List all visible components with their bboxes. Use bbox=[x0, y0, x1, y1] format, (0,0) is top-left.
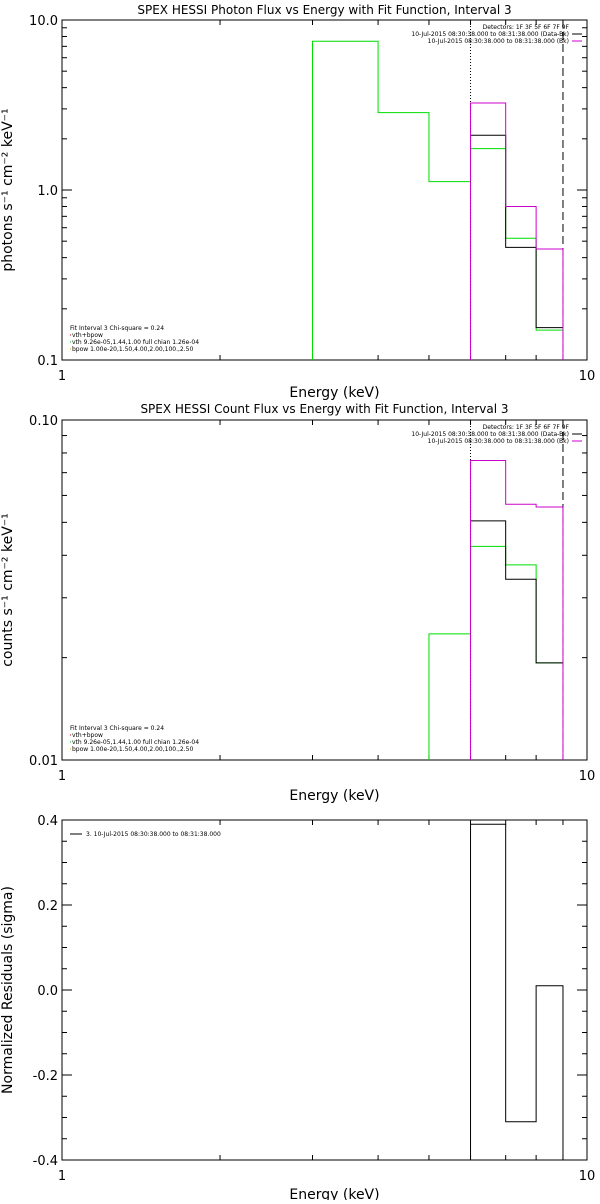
series-histogram-3 bbox=[470, 102, 564, 360]
panel-2: SPEX HESSI Count Flux vs Energy with Fit… bbox=[0, 402, 595, 804]
series-histogram-1 bbox=[428, 545, 563, 760]
y-tick-label: 0.2 bbox=[37, 899, 58, 914]
y-tick-label: 0.01 bbox=[29, 754, 58, 769]
legend-left-entry: 3. 10-Jul-2015 08:30:38.000 to 08:31:38.… bbox=[86, 831, 221, 838]
y-tick-label: 10.0 bbox=[29, 14, 58, 29]
x-axis-label: Energy (keV) bbox=[289, 385, 379, 401]
x-tick-label: 1 bbox=[58, 1169, 66, 1184]
series-histogram-3 bbox=[470, 460, 564, 760]
x-tick-label: 1 bbox=[58, 769, 66, 784]
x-tick-label: 10 bbox=[579, 1169, 596, 1184]
y-tick-label: 0.0 bbox=[37, 984, 58, 999]
chart-title: SPEX HESSI Photon Flux vs Energy with Fi… bbox=[137, 3, 511, 17]
panel-3: 1 10 -0.4 -0.2 0.0 0.2 0.4 Energy (keV) Normaliz… bbox=[0, 814, 596, 1203]
legend-right-entry: Detectors: 1F 3F 5F 6F 7F 9F bbox=[483, 424, 570, 431]
legend-left-entry: Fit Interval 3 Chi-square = 0.24 bbox=[70, 725, 164, 732]
y-tick-label: -0.2 bbox=[33, 1069, 58, 1084]
legend-right-entry: 10-Jul-2015 08:30:38.000 to 08:31:38.000… bbox=[411, 431, 569, 438]
x-axis-label: Energy (keV) bbox=[289, 788, 379, 804]
y-tick-label: 0.4 bbox=[37, 814, 58, 829]
panel-1: SPEX HESSI Photon Flux vs Energy with Fi… bbox=[0, 3, 595, 401]
y-tick-label: 0.10 bbox=[29, 414, 58, 429]
plot-frame bbox=[61, 19, 588, 361]
y-tick-label: 1.0 bbox=[37, 184, 58, 199]
legend-left-entry: vth+bpow bbox=[72, 732, 103, 739]
legend-left-entry: bpow 1.00e-20,1.50,4.00,2.00,100.,2.50 bbox=[72, 346, 193, 353]
y-tick-label: 0.1 bbox=[37, 354, 58, 369]
x-tick-label: 10 bbox=[579, 769, 596, 784]
y-axis-label: photons s⁻¹ cm⁻² keV⁻¹ bbox=[0, 108, 16, 271]
x-tick-label: 10 bbox=[579, 369, 596, 384]
series-histogram-2 bbox=[470, 134, 563, 329]
legend-left-entry: bpow 1.00e-20,1.50,4.00,2.00,100.,2.50 bbox=[72, 746, 193, 753]
plot-frame bbox=[61, 419, 588, 761]
chart-title: SPEX HESSI Count Flux vs Energy with Fit… bbox=[140, 402, 508, 416]
series-histogram-1 bbox=[470, 823, 564, 1160]
series-histogram-2 bbox=[470, 520, 563, 664]
plot-frame bbox=[61, 819, 588, 1161]
legend-right-entry: 10-Jul-2015 08:30:38.000 to 08:31:38.000… bbox=[428, 38, 569, 45]
y-axis-label: Normalized Residuals (sigma) bbox=[0, 886, 16, 1094]
legend-left-entry: vth 9.26e-05,1.44,1.00 full chian 1.26e-… bbox=[72, 339, 199, 346]
legend-left-entry: vth+bpow bbox=[72, 332, 103, 339]
series-histogram-1 bbox=[311, 40, 563, 360]
legend-right-entry: 10-Jul-2015 08:30:38.000 to 08:31:38.000… bbox=[428, 438, 569, 445]
legend-right-entry: Detectors: 1F 3F 5F 6F 7F 9F bbox=[483, 24, 570, 31]
y-tick-label: -0.4 bbox=[33, 1154, 58, 1169]
legend-left-entry: Fit Interval 3 Chi-square = 0.24 bbox=[70, 325, 164, 332]
y-axis-label: counts s⁻¹ cm⁻² keV⁻¹ bbox=[0, 513, 16, 667]
x-axis-label: Energy (keV) bbox=[289, 1187, 379, 1200]
legend-right-entry: 10-Jul-2015 08:30:38.000 to 08:31:38.000… bbox=[411, 31, 569, 38]
legend-left-entry: vth 9.26e-05,1.44,1.00 full chian 1.26e-… bbox=[72, 739, 199, 746]
x-tick-label: 1 bbox=[58, 369, 66, 384]
